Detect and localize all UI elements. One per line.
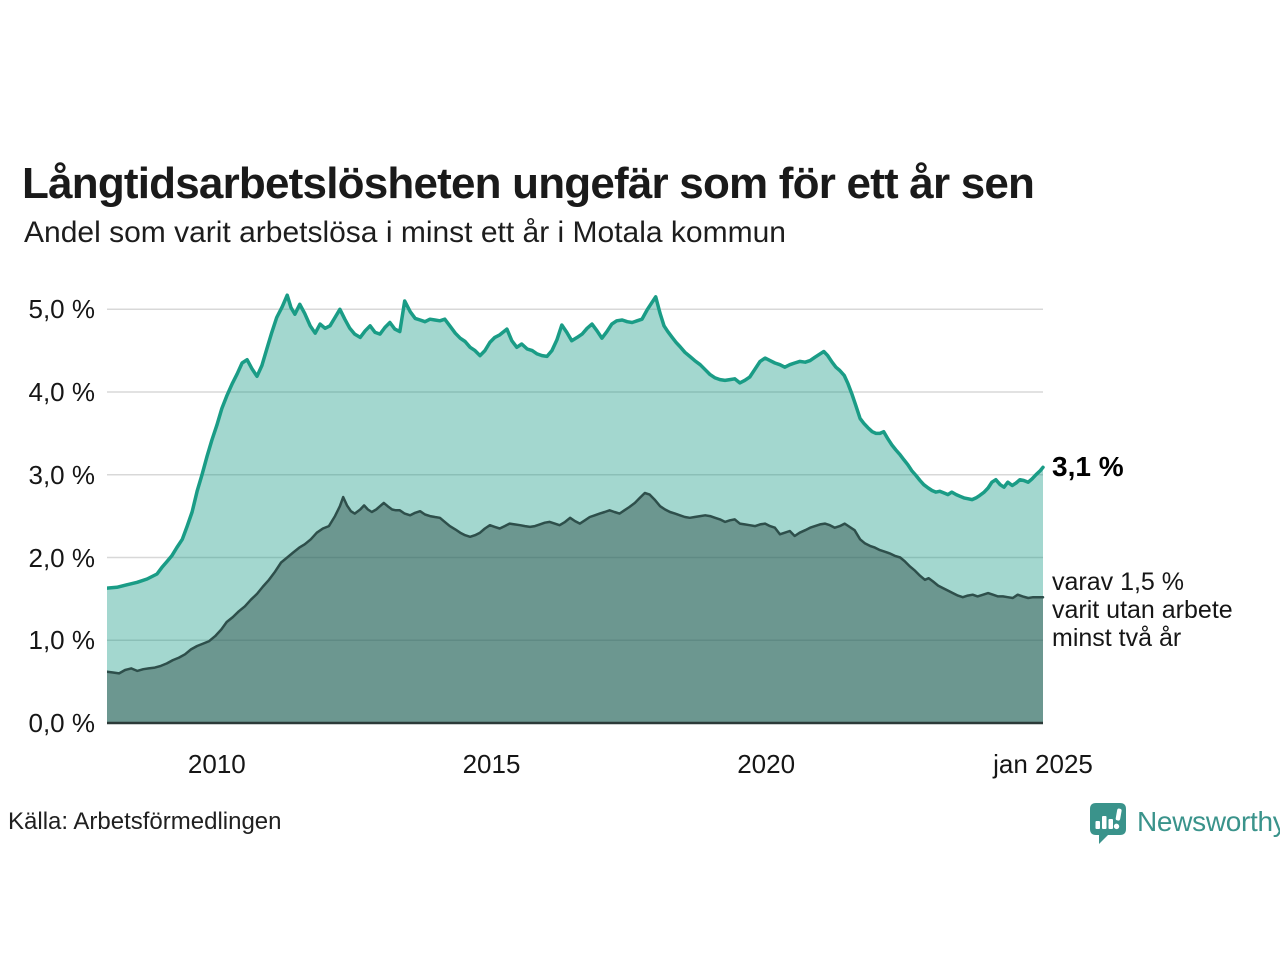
annotation-line: varit utan arbete <box>1052 596 1233 624</box>
y-tick-label: 0,0 % <box>28 708 96 738</box>
y-tick-label: 4,0 % <box>28 377 96 407</box>
area-minst-ett-ar <box>107 295 1043 723</box>
page-subtitle: Andel som varit arbetslösa i minst ett å… <box>24 216 786 249</box>
line-minst-tva-ar <box>107 491 1045 675</box>
source-note: Källa: Arbetsförmedlingen <box>8 808 282 835</box>
newsworthy-icon <box>1090 803 1126 844</box>
y-tick-label: 1,0 % <box>28 625 96 656</box>
annotation-line: minst två år <box>1052 624 1182 652</box>
page-title: Långtidsarbetslösheten ungefär som för e… <box>22 159 1035 209</box>
area-minst-tva-ar <box>107 493 1043 723</box>
x-tick-label: 2020 <box>737 749 796 779</box>
y-tick-label: 2,0 % <box>28 542 96 573</box>
series1-end-label: 3,1 % <box>1052 451 1124 482</box>
series2-annotation: varav 1,5 % varit utan arbete minst två … <box>1052 568 1233 652</box>
x-tick-label: jan 2025 <box>993 749 1093 779</box>
plot-svg <box>107 293 1045 725</box>
line-minst-ett-ar <box>107 293 1045 590</box>
x-tick-label: 2010 <box>187 749 246 779</box>
y-tick-label: 3,0 % <box>28 459 96 490</box>
newsworthy-logo: Newsworthy <box>1088 801 1280 849</box>
y-tick-label: 5,0 % <box>28 294 96 325</box>
annotation-line: varav 1,5 % <box>1052 568 1185 596</box>
x-tick-label: 2015 <box>462 749 521 779</box>
newsworthy-wordmark: Newsworthy <box>1137 806 1280 837</box>
